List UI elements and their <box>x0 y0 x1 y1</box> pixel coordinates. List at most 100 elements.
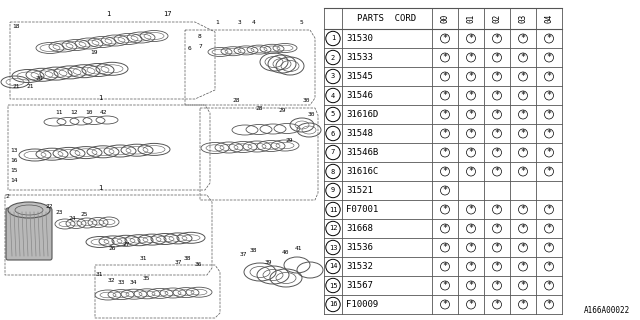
Text: *: * <box>468 91 474 100</box>
Text: *: * <box>495 281 499 290</box>
Text: 03: 03 <box>518 14 527 23</box>
Text: 28: 28 <box>232 98 239 102</box>
Text: 37: 37 <box>240 252 248 258</box>
Text: 31536: 31536 <box>346 243 373 252</box>
Text: *: * <box>495 167 499 176</box>
Text: 1: 1 <box>215 20 219 25</box>
Text: *: * <box>547 224 552 233</box>
Text: 6: 6 <box>331 131 335 137</box>
Text: 13: 13 <box>329 244 337 251</box>
Text: 31668: 31668 <box>346 224 373 233</box>
Text: *: * <box>547 34 552 43</box>
Text: 31530: 31530 <box>346 34 373 43</box>
Text: *: * <box>520 167 525 176</box>
Text: 11: 11 <box>55 110 63 116</box>
Text: 31546B: 31546B <box>346 148 378 157</box>
Text: 30: 30 <box>303 98 310 102</box>
Text: *: * <box>520 243 525 252</box>
Text: 19: 19 <box>90 51 97 55</box>
Text: *: * <box>468 72 474 81</box>
Text: 16: 16 <box>329 301 337 308</box>
Text: 12: 12 <box>329 226 337 231</box>
Text: 6: 6 <box>188 45 192 51</box>
Text: 04: 04 <box>545 14 554 23</box>
Text: 23: 23 <box>55 211 63 215</box>
Text: *: * <box>495 34 499 43</box>
Text: *: * <box>547 129 552 138</box>
Text: 7: 7 <box>199 44 203 49</box>
Text: 31532: 31532 <box>346 262 373 271</box>
Text: 42: 42 <box>100 110 108 116</box>
Text: 38: 38 <box>184 257 191 261</box>
Text: 31: 31 <box>96 273 104 277</box>
Text: 38: 38 <box>250 247 257 252</box>
Text: 29: 29 <box>278 108 285 113</box>
Ellipse shape <box>8 202 50 218</box>
Text: 2: 2 <box>5 195 9 199</box>
Text: 3: 3 <box>238 20 242 25</box>
Text: *: * <box>520 262 525 271</box>
Text: 36: 36 <box>195 262 202 268</box>
Text: *: * <box>442 300 447 309</box>
Text: *: * <box>495 300 499 309</box>
Text: 31521: 31521 <box>346 186 373 195</box>
Text: *: * <box>468 243 474 252</box>
Text: *: * <box>520 148 525 157</box>
Text: 1: 1 <box>98 95 102 101</box>
Text: *: * <box>495 262 499 271</box>
Text: 14: 14 <box>10 178 17 182</box>
Text: *: * <box>468 148 474 157</box>
Text: 14: 14 <box>329 263 337 269</box>
Text: 31545: 31545 <box>346 72 373 81</box>
Text: 41: 41 <box>295 245 303 251</box>
Text: 21: 21 <box>26 84 33 90</box>
Text: *: * <box>468 224 474 233</box>
Text: 11: 11 <box>329 206 337 212</box>
Text: 31548: 31548 <box>346 129 373 138</box>
Text: *: * <box>442 167 447 176</box>
Text: 02: 02 <box>493 14 502 23</box>
Text: 33: 33 <box>118 281 125 285</box>
Text: A166A00022: A166A00022 <box>584 306 630 315</box>
Text: *: * <box>520 53 525 62</box>
Text: *: * <box>442 129 447 138</box>
Text: 17: 17 <box>163 11 172 17</box>
Text: 37: 37 <box>175 260 182 266</box>
Text: *: * <box>520 300 525 309</box>
Text: 1: 1 <box>331 36 335 42</box>
Text: 10: 10 <box>85 110 93 116</box>
Text: 29: 29 <box>285 138 292 142</box>
Text: 31546: 31546 <box>346 91 373 100</box>
Text: F07001: F07001 <box>346 205 378 214</box>
Text: *: * <box>547 110 552 119</box>
Text: *: * <box>495 243 499 252</box>
Text: *: * <box>442 110 447 119</box>
Text: 5: 5 <box>331 111 335 117</box>
Text: *: * <box>547 205 552 214</box>
Text: 31567: 31567 <box>346 281 373 290</box>
Text: 12: 12 <box>70 110 77 116</box>
Text: *: * <box>495 110 499 119</box>
Text: 35: 35 <box>143 276 150 281</box>
Text: 31533: 31533 <box>346 53 373 62</box>
Text: *: * <box>442 186 447 195</box>
Text: 3: 3 <box>331 74 335 79</box>
Text: *: * <box>520 281 525 290</box>
Text: 40: 40 <box>282 251 289 255</box>
Text: 30: 30 <box>308 111 316 116</box>
Text: 20: 20 <box>35 76 42 81</box>
Text: *: * <box>468 300 474 309</box>
Text: *: * <box>520 34 525 43</box>
Text: *: * <box>468 262 474 271</box>
Text: 31616D: 31616D <box>346 110 378 119</box>
Text: 01: 01 <box>467 14 476 23</box>
Text: 8: 8 <box>331 169 335 174</box>
Text: 34: 34 <box>130 281 138 285</box>
Text: *: * <box>547 300 552 309</box>
Text: 1: 1 <box>106 11 110 17</box>
Text: *: * <box>520 110 525 119</box>
Text: 28: 28 <box>255 106 262 110</box>
Text: *: * <box>442 281 447 290</box>
Text: 26: 26 <box>108 245 115 251</box>
Text: *: * <box>468 129 474 138</box>
